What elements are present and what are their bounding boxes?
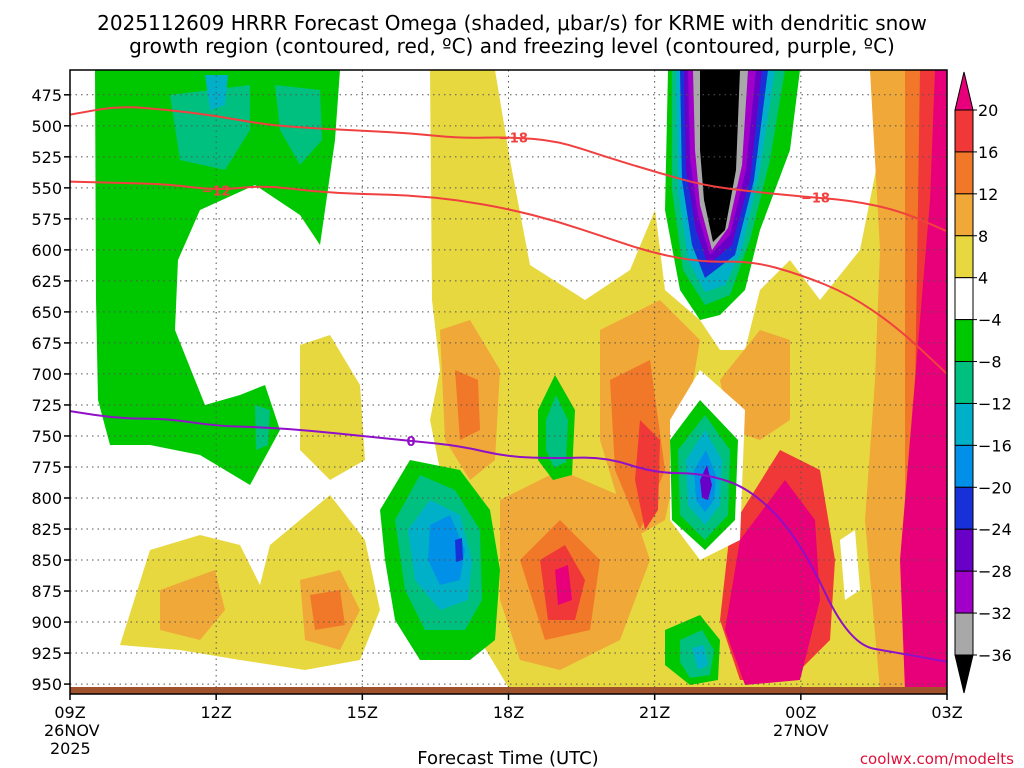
y-tick-label: 500 xyxy=(31,117,62,136)
colorbar-bin xyxy=(954,109,974,153)
y-tick-label: 575 xyxy=(31,210,62,229)
colorbar-label: 4 xyxy=(978,269,988,288)
colorbar-label: −32 xyxy=(978,604,1012,623)
colorbar-label: −12 xyxy=(978,394,1012,413)
colorbar-label: −4 xyxy=(978,311,1002,330)
omega-fill-black-center xyxy=(700,70,740,242)
x-tick-label: 21Z xyxy=(639,703,670,722)
omega-fill-teal-mid xyxy=(546,395,568,468)
colorbar-bin xyxy=(954,235,974,279)
omega-fill-teal-left xyxy=(170,85,250,170)
x-tick-label: 03Z xyxy=(931,703,962,722)
y-tick-label: 625 xyxy=(31,272,62,291)
omega-fill-teal-left2 xyxy=(275,85,322,165)
colorbar-bin xyxy=(954,277,974,321)
y-tick-label: 675 xyxy=(31,334,62,353)
colorbar-bin xyxy=(954,193,974,237)
y-tick-label: 775 xyxy=(31,458,62,477)
y-tick-label: 550 xyxy=(31,179,62,198)
omega-fill-purple-lowcenter xyxy=(700,465,712,500)
colorbar-label: −16 xyxy=(978,436,1012,455)
omega-fill-white-gap-1 xyxy=(840,530,860,600)
x-tick-date: 27NOV xyxy=(773,721,829,740)
omega-fill-green-left xyxy=(95,70,340,485)
omega-fill-yellow-mid xyxy=(300,335,365,480)
x-tick-date: 26NOV xyxy=(44,721,100,740)
contour-lines: −18 −12 0 −18 xyxy=(70,106,947,663)
omega-fill-darkblue-low xyxy=(455,538,463,562)
omega-shading xyxy=(95,70,947,690)
contour-label-0b: −18 xyxy=(801,192,830,207)
colorbar-label: 8 xyxy=(978,227,988,246)
colorbar-top-arrow xyxy=(954,71,974,111)
chart-title-line2: growth region (contoured, red, ºC) and f… xyxy=(129,34,895,58)
y-tick-label: 800 xyxy=(31,489,62,508)
x-tick-label: 18Z xyxy=(493,703,524,722)
colorbar-label: −8 xyxy=(978,353,1002,372)
colorbar-bin xyxy=(954,444,974,488)
x-tick-label: 15Z xyxy=(347,703,378,722)
y-axis: 475 500 525 550 575 600 625 650 675 700 725 750 775 8… xyxy=(31,86,70,694)
chart-title-line1: 2025112609 HRRR Forecast Omega (shaded, … xyxy=(97,11,927,35)
colorbar-label: 12 xyxy=(978,185,998,204)
x-tick-year: 2025 xyxy=(50,739,91,758)
colorbar-label: −28 xyxy=(978,562,1012,581)
y-tick-label: 475 xyxy=(31,86,62,105)
y-tick-label: 825 xyxy=(31,520,62,539)
contour-label-0: −18 xyxy=(499,131,528,146)
omega-fill-darkorange-5 xyxy=(310,590,345,630)
x-tick-label: 09Z xyxy=(54,703,85,722)
x-tick-label: 12Z xyxy=(201,703,232,722)
y-tick-label: 850 xyxy=(31,551,62,570)
x-tick-label: 00Z xyxy=(785,703,816,722)
y-tick-label: 950 xyxy=(31,675,62,694)
omega-fill-magenta-2 xyxy=(900,70,947,690)
y-tick-label: 725 xyxy=(31,396,62,415)
contour-line-2 xyxy=(70,410,947,663)
colorbar-label: −24 xyxy=(978,520,1012,539)
omega-fill-magenta-1 xyxy=(725,480,820,685)
colorbar-bin xyxy=(954,361,974,404)
colorbar-bin xyxy=(954,402,974,446)
x-axis-label: Forecast Time (UTC) xyxy=(417,748,598,768)
colorbar-bin xyxy=(954,486,974,530)
y-tick-label: 600 xyxy=(31,241,62,260)
colorbar-bottom-arrow xyxy=(954,654,974,694)
colorbar-label: −20 xyxy=(978,478,1012,497)
omega-fill-blue-low xyxy=(428,515,465,585)
y-tick-label: 900 xyxy=(31,613,62,632)
colorbar-bin xyxy=(954,570,974,614)
y-tick-label: 875 xyxy=(31,582,62,601)
y-tick-label: 700 xyxy=(31,365,62,384)
omega-fill-red-2 xyxy=(635,420,660,530)
omega-fill-cyan-bottom xyxy=(692,645,708,670)
colorbar-bin xyxy=(954,612,974,656)
y-tick-label: 925 xyxy=(31,644,62,663)
colorbar-label: 20 xyxy=(978,101,998,120)
contour-line-0 xyxy=(70,106,947,233)
colorbar-label: 16 xyxy=(978,143,998,162)
colorbar-label: −36 xyxy=(978,646,1012,665)
plot-area: −18 −12 0 −18 xyxy=(69,69,948,695)
y-tick-label: 750 xyxy=(31,427,62,446)
y-tick-label: 525 xyxy=(31,148,62,167)
omega-fill-magenta-3 xyxy=(555,565,572,605)
contour-label-2: 0 xyxy=(407,435,416,450)
colorbar-bin xyxy=(954,528,974,572)
credit-text: coolwx.com/modelts xyxy=(860,750,1014,768)
colorbar: 20 16 12 8 4 −4 −8 −12 −16 −20 −24 −28 −32 −36 xyxy=(954,71,1012,694)
y-tick-label: 650 xyxy=(31,303,62,322)
contour-label-1: −12 xyxy=(202,184,231,199)
colorbar-bin xyxy=(954,151,974,195)
contour-line-1 xyxy=(70,180,947,375)
ground-terrain xyxy=(70,687,947,694)
colorbar-bin xyxy=(954,319,974,363)
